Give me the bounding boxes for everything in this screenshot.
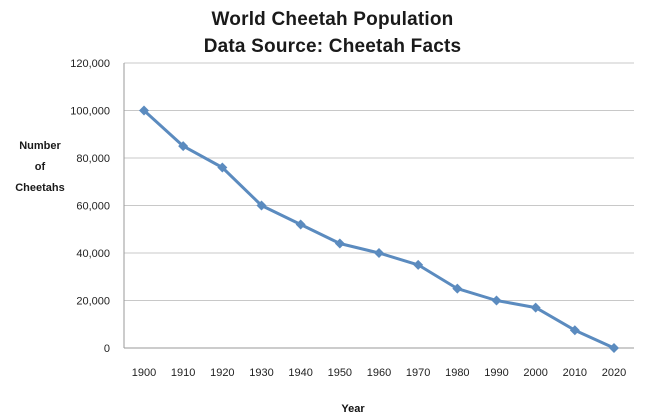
y-tick-label: 0 <box>104 343 110 355</box>
data-point <box>491 295 502 306</box>
data-point <box>452 283 463 294</box>
x-tick-label: 1960 <box>367 367 391 379</box>
y-axis-label-line-1: Number <box>19 140 61 152</box>
y-axis-label-line-2: of <box>34 161 46 173</box>
chart-title-line-1: World Cheetah Population <box>211 9 454 30</box>
y-tick-label: 40,000 <box>76 248 110 260</box>
data-point <box>295 219 306 230</box>
x-tick-label: 1980 <box>445 367 469 379</box>
data-point <box>413 259 424 270</box>
x-tick-label: 1940 <box>288 367 312 379</box>
data-point <box>530 302 541 313</box>
x-tick-label: 2000 <box>523 367 547 379</box>
series-line <box>142 109 616 350</box>
x-tick-label: 1910 <box>171 367 195 379</box>
data-point <box>569 325 580 336</box>
data-point <box>374 248 384 258</box>
x-tick-label: 1950 <box>328 367 352 379</box>
x-tick-label: 1930 <box>249 367 273 379</box>
y-tick-label: 80,000 <box>76 153 110 165</box>
y-tick-label: 60,000 <box>76 201 110 213</box>
x-tick-label: 1900 <box>132 367 156 379</box>
y-tick-label: 100,000 <box>70 106 110 118</box>
chart-title: World Cheetah Population Data Source: Ch… <box>0 6 665 60</box>
data-point <box>609 343 619 353</box>
x-tick-label: 2020 <box>602 367 626 379</box>
data-point <box>217 162 228 173</box>
data-point <box>139 105 149 116</box>
x-tick-label: 2010 <box>563 367 587 379</box>
x-tick-label: 1990 <box>484 367 508 379</box>
x-axis-label: Year <box>341 403 365 415</box>
x-tick-label: 1920 <box>210 367 234 379</box>
data-point <box>334 238 345 249</box>
x-tick-label: 1970 <box>406 367 430 379</box>
y-axis-label: Number of Cheetahs <box>4 136 76 199</box>
y-tick-label: 120,000 <box>70 58 110 70</box>
chart-title-line-2: Data Source: Cheetah Facts <box>203 36 462 57</box>
data-point <box>178 141 189 152</box>
y-tick-label: 20,000 <box>76 296 110 308</box>
y-axis-label-line-3: Cheetahs <box>15 182 65 194</box>
data-point <box>256 200 267 211</box>
